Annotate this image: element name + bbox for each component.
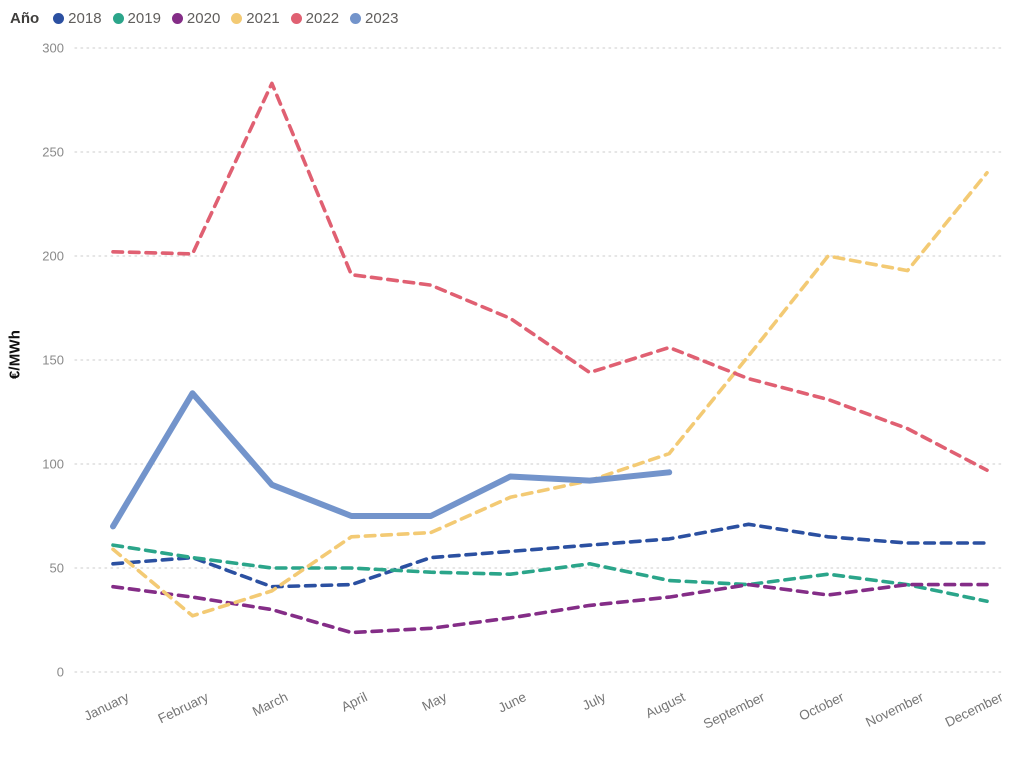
legend-dot-icon [112,13,124,24]
legend-item-label: 2022 [305,10,340,27]
x-tick-label-august: August [643,689,688,721]
legend-item-label: 2019 [127,10,161,27]
x-tick-label-april: April [339,689,370,714]
y-axis-labels: 0 50 100 150 200 250 300 [42,41,64,680]
y-tick-label-200: 200 [42,249,64,264]
legend-dot-icon [53,13,65,24]
series-layer [110,81,989,635]
legend-item-2022[interactable]: 2022 [290,10,340,27]
y-tick-label-150: 150 [42,353,64,368]
legend-item-2020[interactable]: 2020 [171,10,221,27]
legend: Año 2018 2019 2020 2021 2022 2023 [10,10,409,27]
x-tick-label-january: January [82,689,132,724]
series-line-2018[interactable] [111,522,989,589]
x-tick-label-may: May [420,689,450,714]
legend-dot-icon [171,13,183,24]
legend-dot-icon [350,13,362,24]
x-tick-label-february: February [156,689,211,726]
legend-dot-icon [290,13,302,24]
x-tick-label-september: September [701,689,767,732]
series-line-2019[interactable] [111,543,989,604]
series-line-2022[interactable] [111,81,989,472]
x-tick-label-march: March [250,689,290,719]
gridlines-layer [74,47,1006,673]
legend-dot-icon [231,13,243,24]
x-tick-label-november: November [863,689,926,730]
legend-title: Año [10,10,40,27]
x-axis-labels: January February March April May June July Augu… [82,689,1006,732]
legend-item-2019[interactable]: 2019 [112,10,161,27]
y-tick-label-250: 250 [42,145,64,160]
legend-item-label: 2018 [68,10,102,27]
y-tick-label-50: 50 [50,561,64,576]
series-line-2023[interactable] [110,390,673,530]
legend-item-label: 2023 [365,10,399,27]
y-tick-label-300: 300 [42,41,64,56]
x-tick-label-december: December [943,689,1006,730]
legend-item-label: 2021 [246,10,280,27]
x-tick-label-july: July [580,689,608,713]
series-line-2020[interactable] [111,582,989,635]
y-tick-label-0: 0 [57,665,64,680]
legend-item-2023[interactable]: 2023 [350,10,398,27]
series-line-2021[interactable] [111,171,989,618]
legend-item-label: 2020 [186,10,221,27]
x-tick-label-june: June [496,689,529,715]
x-tick-label-october: October [797,689,847,724]
legend-item-2018[interactable]: 2018 [53,10,102,27]
y-tick-label-100: 100 [42,457,64,472]
legend-item-2021[interactable]: 2021 [231,10,280,27]
legend-items: 2018 2019 2020 2021 2022 2023 [53,10,409,27]
